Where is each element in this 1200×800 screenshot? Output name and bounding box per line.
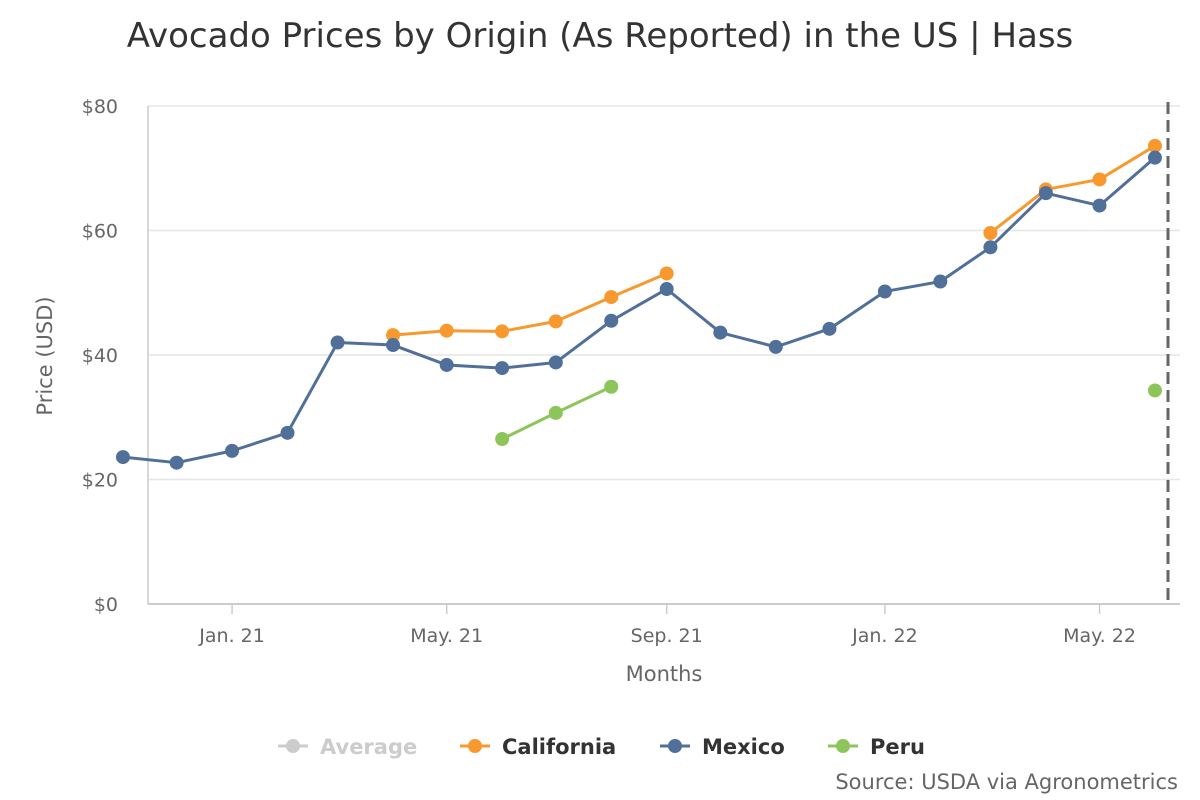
mexico-point[interactable] xyxy=(1038,186,1053,201)
mexico-point[interactable] xyxy=(604,313,619,328)
peru-point[interactable] xyxy=(548,405,563,420)
california-line xyxy=(989,144,1156,235)
mexico-point[interactable] xyxy=(713,325,728,340)
y-axis-ticks: $0 $20 $40 $60 $80 xyxy=(82,96,118,616)
california-point[interactable] xyxy=(548,314,563,329)
mexico-point[interactable] xyxy=(659,282,674,297)
mexico-point[interactable] xyxy=(822,321,837,336)
mexico-point[interactable] xyxy=(877,284,892,299)
mexico-point[interactable] xyxy=(169,455,184,470)
source-credit: Source: USDA via Agronometrics xyxy=(835,770,1178,794)
grid-lines xyxy=(148,105,1180,481)
california-point[interactable] xyxy=(1092,172,1107,187)
x-axis: Jan. 21 May. 21 Sep. 21 Jan. 22 May. 22 xyxy=(147,106,1180,647)
mexico-point[interactable] xyxy=(983,240,998,255)
peru-point[interactable] xyxy=(1147,383,1162,398)
california-point[interactable] xyxy=(1147,138,1162,153)
california-point[interactable] xyxy=(386,328,401,343)
mexico-point[interactable] xyxy=(1092,198,1107,213)
mexico-point[interactable] xyxy=(330,335,345,350)
california-point[interactable] xyxy=(495,324,510,339)
peru-point[interactable] xyxy=(604,379,619,394)
y-tick-label: $60 xyxy=(82,221,118,243)
california-line xyxy=(392,272,668,337)
mexico-point[interactable] xyxy=(280,425,295,440)
california-point[interactable] xyxy=(659,266,674,281)
legend-item-california[interactable]: California xyxy=(460,735,616,759)
legend-label: Average xyxy=(320,735,417,759)
mexico-point[interactable] xyxy=(768,339,783,354)
series-mexico xyxy=(115,150,1162,470)
mexico-point[interactable] xyxy=(225,443,240,458)
x-tick-label: Jan. 21 xyxy=(198,625,265,647)
mexico-point[interactable] xyxy=(439,357,454,372)
y-axis-title: Price (USD) xyxy=(33,296,57,415)
series-peru xyxy=(495,379,1162,447)
california-point[interactable] xyxy=(983,225,998,240)
x-tick-label: Jan. 22 xyxy=(851,625,918,647)
legend: Average California Mexico Peru xyxy=(278,735,925,759)
legend-label: Mexico xyxy=(702,735,785,759)
x-axis-title: Months xyxy=(626,662,703,686)
chart-title: Avocado Prices by Origin (As Reported) i… xyxy=(127,16,1074,56)
legend-swatch-marker xyxy=(836,739,850,753)
mexico-point[interactable] xyxy=(115,450,130,465)
california-point[interactable] xyxy=(439,323,454,338)
y-tick-label: $40 xyxy=(82,345,118,367)
y-tick-label: $80 xyxy=(82,96,118,118)
legend-swatch-marker xyxy=(468,739,482,753)
legend-item-mexico[interactable]: Mexico xyxy=(660,735,785,759)
mexico-line xyxy=(122,156,1156,465)
x-tick-label: May. 22 xyxy=(1063,625,1136,647)
legend-label: Peru xyxy=(870,735,925,759)
peru-point[interactable] xyxy=(495,432,510,447)
legend-item-peru[interactable]: Peru xyxy=(828,735,925,759)
series-layer xyxy=(115,138,1162,470)
series-california xyxy=(386,138,1162,343)
x-tick-label: May. 21 xyxy=(410,625,483,647)
mexico-point[interactable] xyxy=(1147,150,1162,165)
mexico-point[interactable] xyxy=(495,361,510,376)
legend-swatch-marker xyxy=(286,739,300,753)
california-point[interactable] xyxy=(604,290,619,305)
y-tick-label: $0 xyxy=(94,594,118,616)
mexico-point[interactable] xyxy=(933,274,948,289)
legend-swatch-marker xyxy=(668,739,682,753)
x-tick-label: Sep. 21 xyxy=(631,625,703,647)
mexico-point[interactable] xyxy=(548,355,563,370)
mexico-point[interactable] xyxy=(386,338,401,353)
y-tick-label: $20 xyxy=(82,470,118,492)
legend-item-average[interactable]: Average xyxy=(278,735,417,759)
legend-label: California xyxy=(502,735,616,759)
